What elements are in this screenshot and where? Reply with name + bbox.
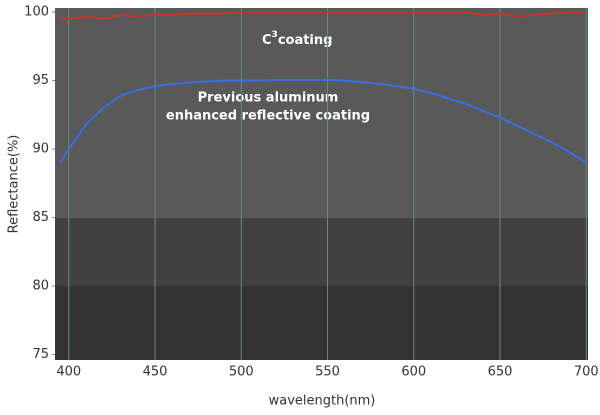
annotation: C3coating [262, 30, 332, 48]
y-tick-label: 95 [32, 73, 49, 88]
x-tick-label: 500 [229, 365, 254, 380]
plot-band [55, 218, 588, 286]
x-tick-label: 550 [315, 365, 340, 380]
x-tick-label: 450 [143, 365, 168, 380]
x-tick-label: 400 [56, 365, 81, 380]
plot-band [55, 286, 588, 360]
x-tick-label: 700 [574, 365, 599, 380]
x-tick-label: 600 [401, 365, 426, 380]
data-line [60, 11, 587, 20]
y-tick-label: 90 [32, 142, 49, 157]
plot-band [55, 8, 588, 218]
x-tick-label: 650 [488, 365, 513, 380]
y-axis-label: Reflectance(%) [7, 135, 22, 234]
annotation: Previous aluminum [198, 91, 339, 106]
y-tick-label: 100 [24, 5, 49, 20]
data-line [59, 78, 587, 164]
y-tick-label: 75 [32, 347, 49, 362]
x-axis-label: wavelength(nm) [269, 394, 376, 409]
annotation: enhanced reflective coating [166, 109, 370, 124]
y-tick-label: 85 [32, 210, 49, 225]
y-tick-label: 80 [32, 279, 49, 294]
